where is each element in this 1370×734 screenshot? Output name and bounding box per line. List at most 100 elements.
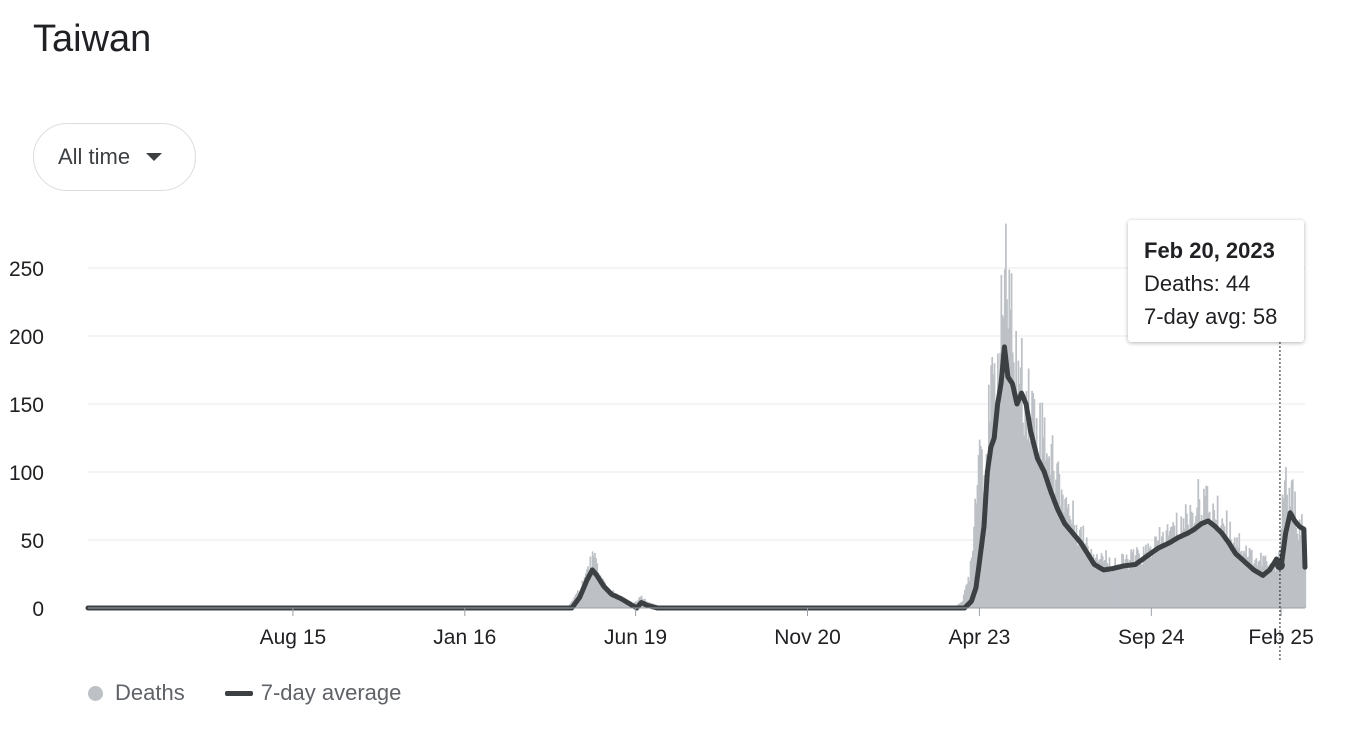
deaths-bar (1036, 462, 1039, 608)
deaths-bar (1066, 508, 1069, 608)
deaths-bar (1151, 553, 1154, 608)
deaths-bar (1295, 527, 1298, 608)
deaths-bar (1207, 512, 1210, 608)
deaths-bar (595, 558, 597, 608)
deaths-bar (1234, 546, 1237, 608)
deaths-bar (1273, 561, 1276, 608)
tooltip-average: 7-day avg: 58 (1144, 304, 1278, 329)
deaths-bar (1058, 473, 1061, 608)
deaths-bar (1034, 441, 1037, 608)
deaths-bar (616, 597, 619, 608)
deaths-bar (620, 598, 622, 608)
deaths-bar (1050, 443, 1053, 608)
deaths-bar (1083, 552, 1086, 608)
deaths-bar (1238, 533, 1241, 608)
deaths-bar (1158, 527, 1161, 608)
deaths-bar (596, 563, 599, 608)
deaths-bar (1261, 566, 1263, 608)
deaths-bar (1031, 390, 1033, 608)
deaths-bar (1301, 514, 1303, 608)
deaths-bar (1121, 553, 1123, 608)
deaths-bar (1122, 554, 1125, 608)
deaths-bar (1038, 456, 1040, 608)
deaths-bar (1288, 487, 1291, 608)
deaths-bar (1120, 564, 1122, 608)
deaths-bar (1116, 564, 1119, 608)
deaths-bar (1026, 439, 1029, 608)
y-tick-label-250: 250 (9, 258, 44, 281)
y-tick-label-100: 100 (9, 462, 44, 485)
y-tick-label-200: 200 (9, 326, 44, 349)
deaths-bar (1206, 486, 1209, 608)
deaths-bar (978, 439, 981, 608)
deaths-bar (1302, 531, 1304, 608)
deaths-bar (598, 580, 601, 608)
deaths-bar (967, 576, 970, 608)
deaths-bar (1081, 541, 1084, 608)
deaths-bar (1022, 422, 1024, 608)
deaths-bar (1024, 405, 1027, 608)
deaths-bar (1269, 563, 1271, 608)
deaths-bar (1055, 479, 1057, 608)
deaths-bar (622, 599, 625, 608)
deaths-bar (1098, 559, 1101, 608)
deaths-bar (1165, 530, 1168, 608)
deaths-bar (974, 498, 977, 608)
deaths-bar (1003, 269, 1006, 608)
deaths-bar (979, 445, 982, 608)
deaths-bar (1148, 548, 1151, 608)
deaths-bar (1027, 368, 1030, 608)
deaths-bar (1143, 553, 1146, 608)
deaths-bar (970, 557, 973, 608)
deaths-bar (1035, 418, 1038, 608)
deaths-bar (1131, 552, 1134, 608)
deaths-bar (1277, 567, 1279, 608)
deaths-bar (583, 576, 586, 608)
deaths-bar (1028, 441, 1031, 608)
deaths-bar (1008, 269, 1011, 608)
deaths-bar (987, 384, 990, 608)
deaths-bar (1112, 566, 1114, 608)
deaths-bar (1060, 489, 1063, 608)
deaths-bar (594, 552, 596, 608)
deaths-bar (1006, 299, 1008, 608)
deaths-bar (1303, 536, 1306, 608)
caret-down-icon (146, 153, 163, 161)
deaths-bar (993, 363, 996, 608)
deaths-bar (1030, 417, 1032, 608)
deaths-bar (1068, 515, 1071, 608)
deaths-bar (1192, 526, 1195, 608)
deaths-bar (1163, 545, 1166, 608)
deaths-bar (960, 602, 963, 608)
deaths-bar (1019, 367, 1022, 608)
deaths-bar (1166, 524, 1169, 608)
deaths-bar (1263, 556, 1266, 608)
deaths-bar (1287, 529, 1290, 608)
deaths-bar (613, 594, 616, 608)
deaths-bar (602, 578, 604, 608)
deaths-bar (1262, 555, 1265, 608)
deaths-bar (1159, 543, 1162, 608)
deaths-bar (1211, 526, 1213, 608)
deaths-bar (621, 598, 624, 608)
deaths-bar (1229, 521, 1232, 608)
deaths-bar (1212, 503, 1214, 608)
time-range-dropdown[interactable]: All time (33, 123, 196, 191)
deaths-bar (1147, 543, 1150, 608)
deaths-bar (1085, 537, 1088, 608)
deaths-bar (1067, 504, 1070, 608)
deaths-bar (1171, 526, 1173, 608)
deaths-bar (1299, 534, 1302, 608)
deaths-bar (1304, 544, 1307, 608)
deaths-bar (1188, 531, 1191, 608)
x-axis-ticks: Aug 15 Jan 16 Jun 19 Nov 20 Apr 23 Sep 24 Feb … (260, 608, 1314, 649)
deaths-bar (1011, 352, 1014, 608)
deaths-bar (1181, 530, 1184, 608)
deaths-bar (1203, 488, 1205, 608)
deaths-bar (965, 585, 967, 608)
deaths-bar (1224, 543, 1227, 608)
deaths-bar (1000, 274, 1003, 608)
deaths-bar (1105, 550, 1107, 608)
deaths-bar (1217, 531, 1220, 608)
deaths-bar (977, 455, 980, 608)
